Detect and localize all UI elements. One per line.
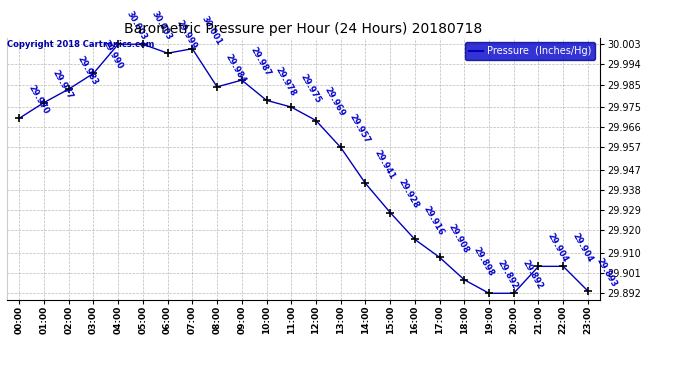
Text: 29.990: 29.990 xyxy=(100,39,124,71)
Text: 30.003: 30.003 xyxy=(125,10,149,42)
Text: 29.893: 29.893 xyxy=(595,256,619,289)
Text: 30.001: 30.001 xyxy=(199,14,223,46)
Text: 29.904: 29.904 xyxy=(545,232,569,264)
Text: 30.003: 30.003 xyxy=(150,10,174,42)
Text: 29.898: 29.898 xyxy=(471,245,495,278)
Text: 29.975: 29.975 xyxy=(298,72,322,105)
Text: 29.978: 29.978 xyxy=(273,66,297,98)
Text: Copyright 2018 Cartronics.com: Copyright 2018 Cartronics.com xyxy=(8,40,155,49)
Text: 29.970: 29.970 xyxy=(26,84,50,116)
Text: 29.916: 29.916 xyxy=(422,205,446,237)
Text: 29.984: 29.984 xyxy=(224,52,248,85)
Text: 29.987: 29.987 xyxy=(248,46,273,78)
Text: 29.908: 29.908 xyxy=(446,223,471,255)
Text: 29.904: 29.904 xyxy=(570,232,594,264)
Text: 29.957: 29.957 xyxy=(348,113,371,145)
Text: 29.983: 29.983 xyxy=(76,55,99,87)
Legend: Pressure  (Inches/Hg): Pressure (Inches/Hg) xyxy=(465,42,595,60)
Text: 29.977: 29.977 xyxy=(51,68,75,100)
Text: 29.892: 29.892 xyxy=(496,259,520,291)
Text: 29.999: 29.999 xyxy=(175,19,199,51)
Title: Barometric Pressure per Hour (24 Hours) 20180718: Barometric Pressure per Hour (24 Hours) … xyxy=(124,22,483,36)
Text: 29.928: 29.928 xyxy=(397,178,421,210)
Text: 29.941: 29.941 xyxy=(373,148,396,181)
Text: 29.969: 29.969 xyxy=(323,86,347,118)
Text: 29.892: 29.892 xyxy=(521,259,544,291)
